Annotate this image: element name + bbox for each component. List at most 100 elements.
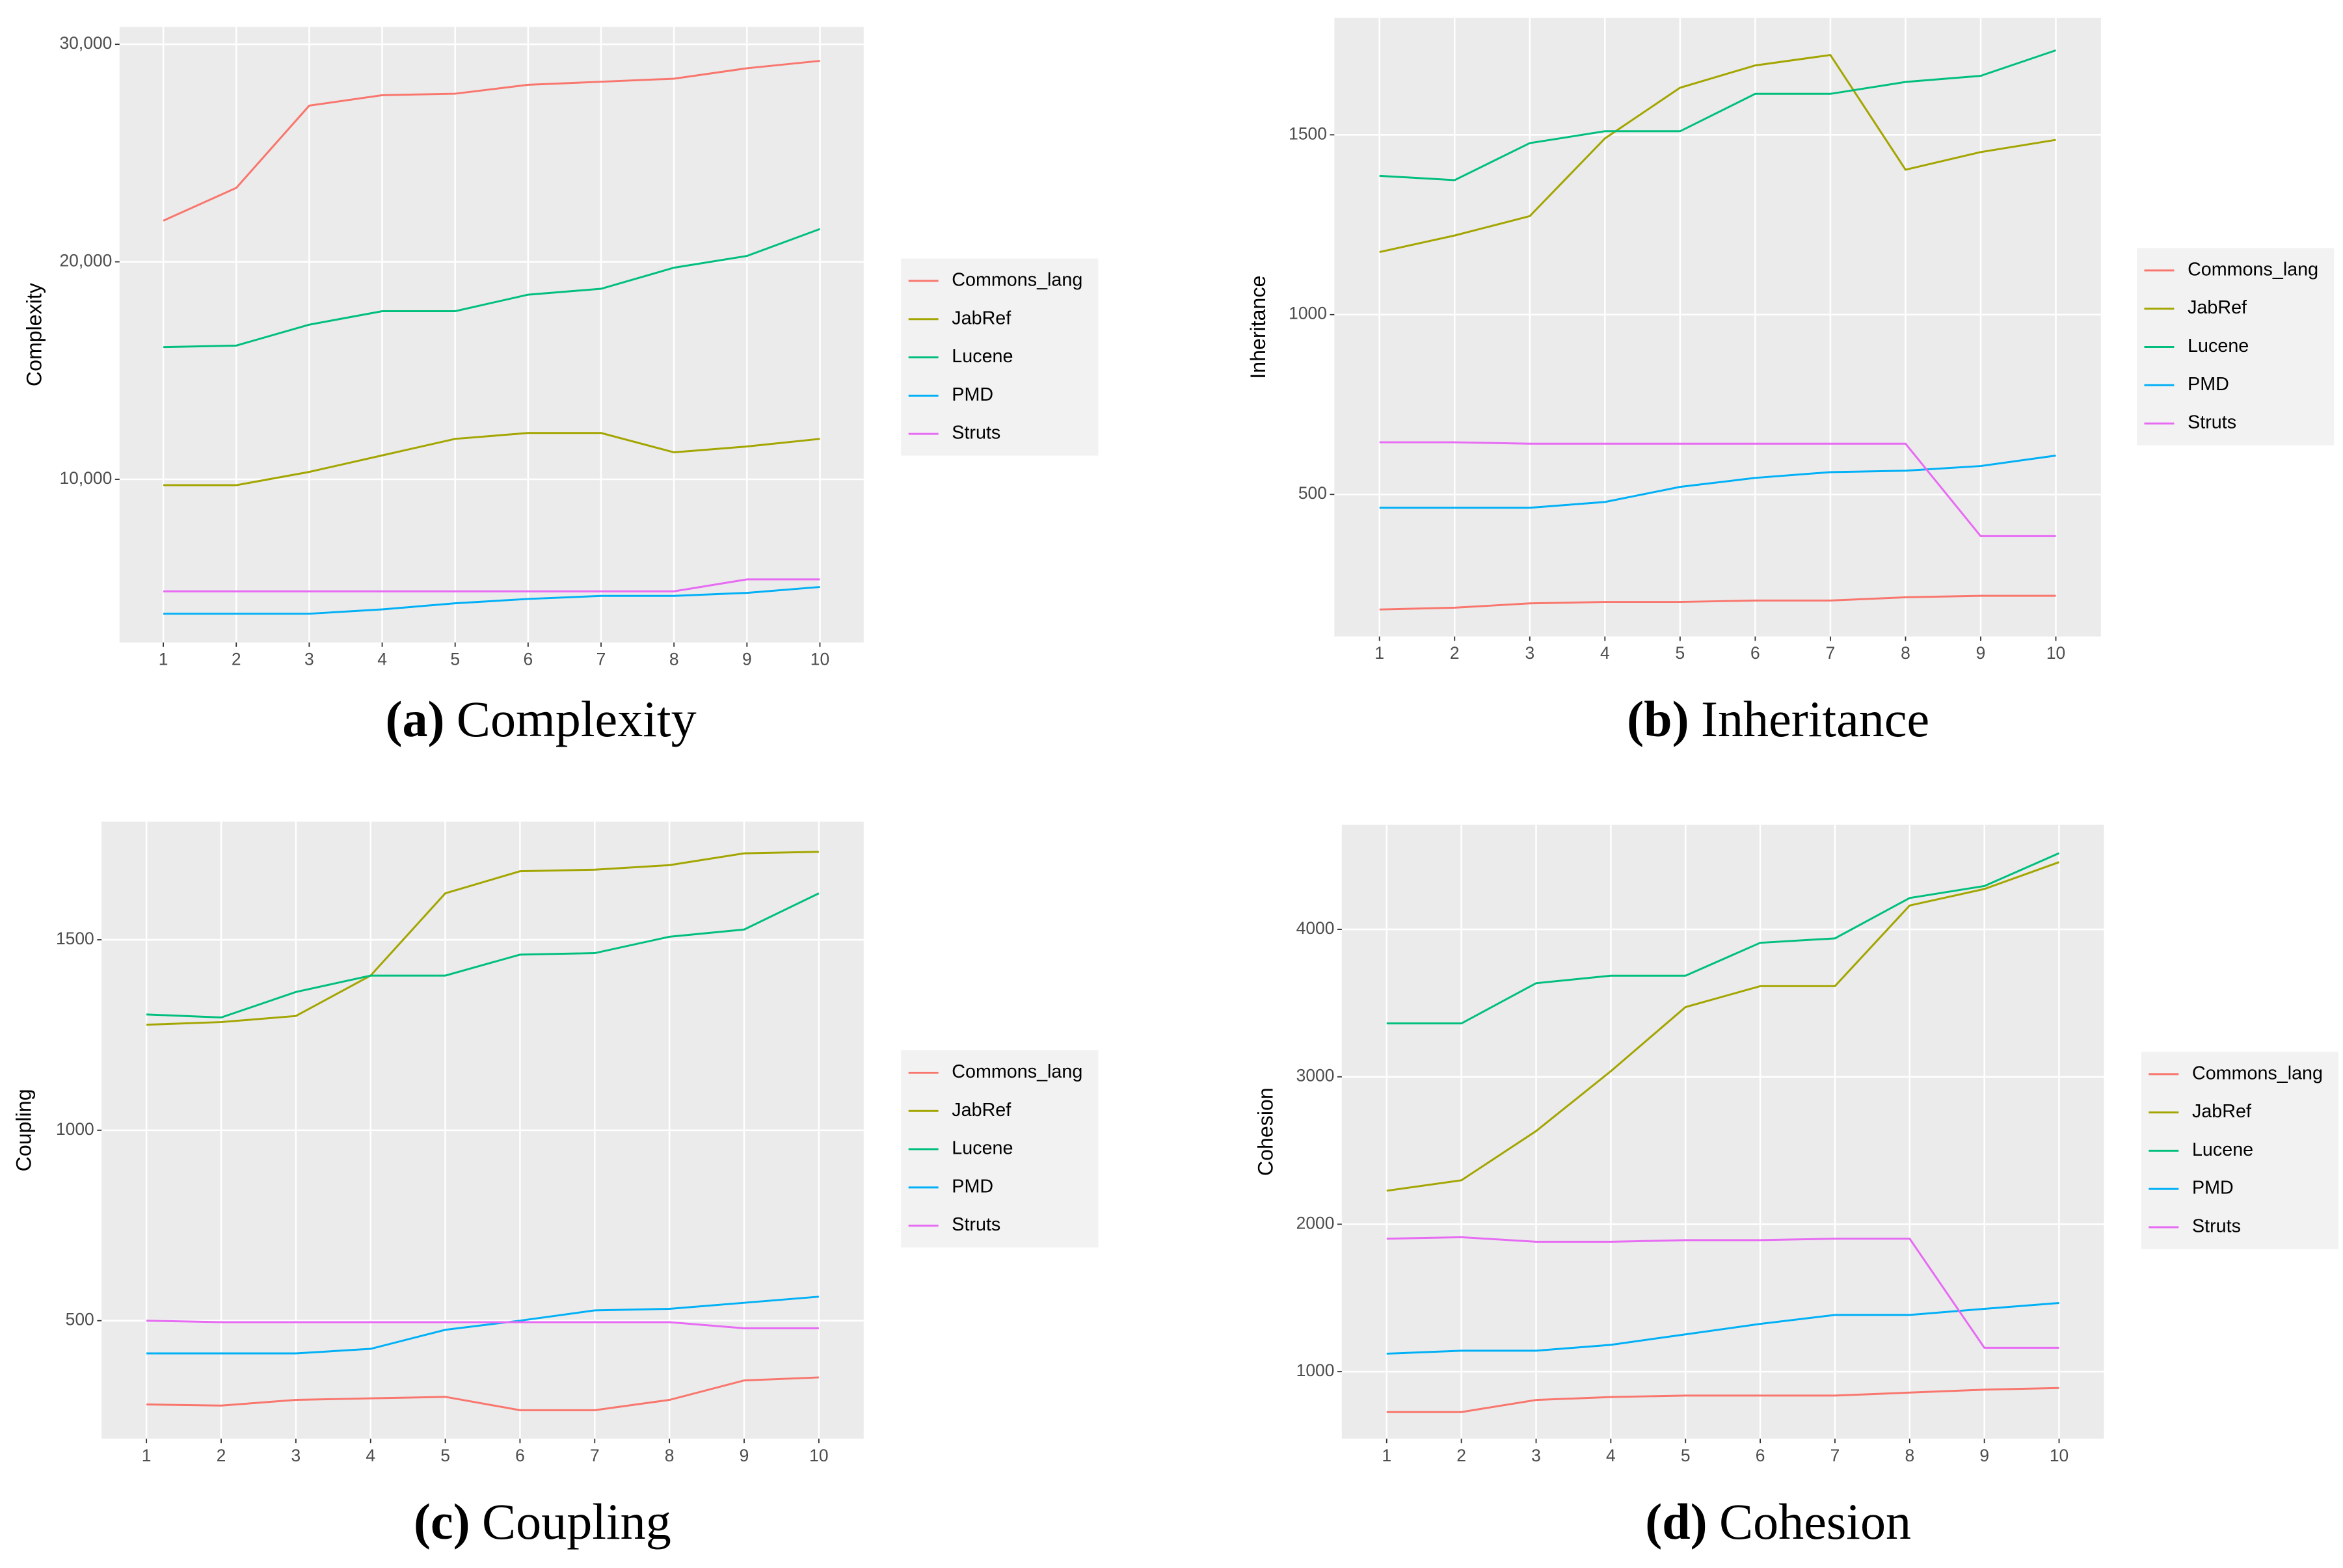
series-line bbox=[1386, 1301, 2059, 1355]
chart: 500 1000 1500 1 2 3 4 5 6 7 8 9 10 Inheritance Commons… bbox=[1246, 18, 2335, 747]
series-line bbox=[146, 1296, 819, 1355]
caption: (c) Coupling bbox=[414, 1493, 671, 1550]
y-tick-label: 2000 bbox=[1296, 1213, 1335, 1232]
x-tick-label: 3 bbox=[1531, 1446, 1541, 1465]
x-tick-label: 8 bbox=[665, 1446, 675, 1465]
y-tick-label: 1000 bbox=[56, 1119, 94, 1139]
y-axis-title: Coupling bbox=[12, 1089, 36, 1171]
y-axis-title: Cohesion bbox=[1254, 1087, 1278, 1176]
caption-label: (c) bbox=[414, 1493, 470, 1550]
x-tick-label: 10 bbox=[2050, 1446, 2069, 1465]
caption-text: Coupling bbox=[482, 1493, 671, 1550]
series-line bbox=[146, 1320, 819, 1329]
series-line bbox=[1379, 53, 2056, 254]
legend-label: JabRef bbox=[2188, 297, 2247, 318]
caption-text: Complexity bbox=[457, 691, 697, 747]
y-tick-label: 3000 bbox=[1296, 1066, 1335, 1085]
legend-label: Commons_lang bbox=[2192, 1063, 2323, 1083]
series-line bbox=[146, 892, 820, 1019]
x-tick-label: 9 bbox=[1976, 643, 1986, 663]
y-tick-label: 1500 bbox=[56, 929, 94, 948]
x-tick-label: 6 bbox=[524, 649, 533, 669]
legend-label: Struts bbox=[952, 423, 1000, 444]
x-tick-label: 4 bbox=[1606, 1446, 1616, 1465]
x-tick-label: 1 bbox=[159, 649, 168, 669]
caption-label: (b) bbox=[1627, 691, 1689, 747]
y-tick-label: 30,000 bbox=[60, 33, 113, 53]
series-line bbox=[1379, 455, 2056, 509]
y-axis-title: Inheritance bbox=[1246, 276, 1270, 379]
legend-label: PMD bbox=[2188, 374, 2229, 395]
series-line bbox=[1379, 49, 2057, 181]
legend-label: JabRef bbox=[2192, 1101, 2252, 1122]
y-tick-label: 500 bbox=[1298, 483, 1327, 503]
x-tick-label: 2 bbox=[1456, 1446, 1466, 1465]
series-line bbox=[1379, 594, 2056, 611]
legend-label: Lucene bbox=[2192, 1139, 2253, 1160]
caption-text: Inheritance bbox=[1701, 691, 1929, 747]
x-tick-label: 1 bbox=[142, 1446, 152, 1465]
x-tick-label: 2 bbox=[232, 649, 241, 669]
plot-panel bbox=[1341, 825, 2104, 1439]
legend-label: PMD bbox=[952, 1176, 993, 1197]
caption-text: Cohesion bbox=[1719, 1493, 1911, 1550]
x-tick-label: 9 bbox=[1979, 1446, 1989, 1465]
x-tick-label: 3 bbox=[304, 649, 314, 669]
y-tick-label: 20,000 bbox=[60, 251, 113, 271]
legend-label: Struts bbox=[2188, 412, 2236, 433]
plot-panel bbox=[1334, 18, 2101, 637]
series-line bbox=[1386, 1387, 2059, 1413]
caption: (a) Complexity bbox=[385, 691, 696, 747]
series-line bbox=[1379, 441, 2056, 537]
x-tick-label: 7 bbox=[1830, 1446, 1840, 1465]
x-tick-label: 6 bbox=[1756, 1446, 1765, 1465]
x-tick-label: 8 bbox=[669, 649, 679, 669]
series-line bbox=[163, 432, 820, 486]
x-tick-label: 6 bbox=[515, 1446, 525, 1465]
x-tick-label: 1 bbox=[1382, 1446, 1391, 1465]
chart: 10,000 20,000 30,000 1 2 3 4 5 6 7 8 9 10 Complexity C… bbox=[23, 27, 1099, 747]
series-line bbox=[163, 578, 820, 592]
series-line bbox=[1386, 861, 2060, 1192]
legend-label: Commons_lang bbox=[952, 269, 1082, 290]
caption: (d) Cohesion bbox=[1645, 1493, 1911, 1550]
x-tick-label: 10 bbox=[2046, 643, 2065, 663]
x-tick-label: 1 bbox=[1374, 643, 1384, 663]
chart: 500 1000 1500 1 2 3 4 5 6 7 8 9 10 Coupling Commons_la… bbox=[12, 821, 1099, 1550]
plot-panel bbox=[119, 27, 864, 643]
x-tick-label: 2 bbox=[217, 1446, 226, 1465]
x-tick-label: 10 bbox=[810, 649, 829, 669]
x-tick-label: 7 bbox=[596, 649, 606, 669]
series-line bbox=[163, 586, 820, 615]
x-tick-label: 5 bbox=[440, 1446, 450, 1465]
x-tick-label: 4 bbox=[377, 649, 387, 669]
y-tick-label: 1000 bbox=[1289, 304, 1327, 323]
legend-label: JabRef bbox=[952, 1100, 1011, 1121]
series-line bbox=[163, 228, 821, 349]
x-tick-label: 4 bbox=[366, 1446, 375, 1465]
x-tick-label: 6 bbox=[1750, 643, 1760, 663]
x-tick-label: 5 bbox=[1676, 643, 1685, 663]
legend-label: Commons_lang bbox=[952, 1061, 1082, 1082]
legend-label: PMD bbox=[952, 384, 993, 405]
y-tick-label: 4000 bbox=[1296, 918, 1335, 938]
x-tick-label: 9 bbox=[742, 649, 752, 669]
x-tick-label: 2 bbox=[1450, 643, 1460, 663]
y-tick-label: 1500 bbox=[1289, 124, 1327, 143]
legend-label: Lucene bbox=[952, 346, 1013, 367]
legend-label: Struts bbox=[2192, 1216, 2241, 1237]
series-line bbox=[1386, 1236, 2059, 1349]
y-axis-title: Complexity bbox=[23, 282, 46, 386]
chart: 1000 2000 3000 4000 1 2 3 4 5 6 7 8 9 10 Cohesion Commo… bbox=[1254, 825, 2339, 1550]
x-tick-label: 8 bbox=[1901, 643, 1910, 663]
caption: (b) Inheritance bbox=[1627, 691, 1929, 747]
legend-label: PMD bbox=[2192, 1178, 2234, 1199]
legend-label: Lucene bbox=[952, 1138, 1013, 1159]
x-tick-label: 9 bbox=[740, 1446, 749, 1465]
y-tick-label: 1000 bbox=[1296, 1361, 1335, 1380]
x-tick-label: 3 bbox=[1525, 643, 1534, 663]
legend-label: Struts bbox=[952, 1214, 1000, 1235]
legend-label: Lucene bbox=[2188, 336, 2249, 356]
series-line bbox=[1386, 852, 2060, 1025]
